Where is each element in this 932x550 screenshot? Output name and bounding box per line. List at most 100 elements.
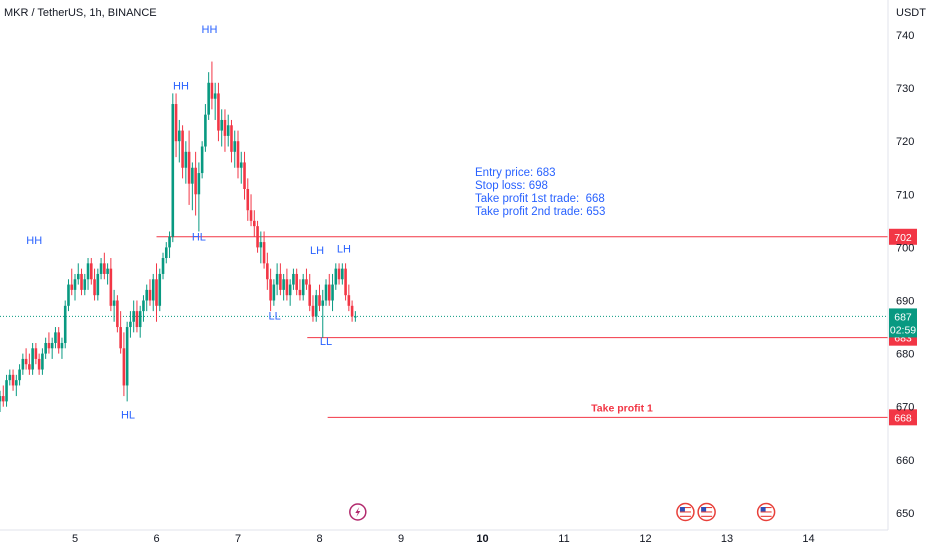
structure-label: HH — [26, 235, 42, 247]
candle-body — [318, 295, 321, 306]
candle-body — [236, 141, 240, 168]
time-tick-label: 10 — [476, 533, 488, 545]
candle-body — [350, 305, 354, 317]
time-tick-label: 5 — [72, 533, 78, 545]
candle-body — [223, 119, 227, 136]
structure-label: HH — [173, 81, 189, 93]
candle — [135, 300, 139, 333]
candle — [99, 258, 103, 280]
candle-body — [259, 242, 263, 248]
candle — [181, 125, 184, 179]
candle — [259, 231, 263, 264]
trade-note-tp1: Take profit 1st trade: 668 — [475, 193, 605, 205]
candle — [83, 273, 87, 296]
candle — [0, 390, 2, 413]
candle — [41, 348, 44, 375]
candle-body — [164, 247, 168, 259]
us-flag-icon[interactable] — [756, 502, 776, 522]
candle — [184, 141, 188, 184]
us-flag-stripe — [701, 511, 713, 513]
time-axis[interactable]: 5 6 7 8 9 10 11 12 13 14 — [0, 529, 888, 545]
candle — [187, 130, 191, 205]
candle — [305, 268, 308, 290]
candle — [318, 284, 321, 312]
candle — [256, 220, 259, 253]
candle-body — [256, 226, 259, 248]
candle-countdown-label: 02:59 — [890, 324, 916, 336]
candle-body — [54, 332, 57, 343]
candle — [86, 258, 90, 290]
candle-body — [295, 273, 298, 290]
candle — [285, 268, 289, 301]
candle-body — [305, 279, 308, 285]
candle — [204, 104, 207, 152]
candle — [76, 263, 80, 285]
candle-body — [122, 348, 126, 386]
level-price-label: 702 — [894, 232, 912, 244]
candle-body — [50, 342, 54, 349]
time-tick-label: 13 — [721, 533, 733, 545]
candle — [200, 141, 204, 179]
candle-body — [171, 104, 175, 237]
candle-body — [103, 263, 106, 274]
trade-note-entry: Entry price: 683 — [475, 167, 556, 179]
us-flag-stripe — [760, 515, 772, 517]
candle-body — [272, 284, 276, 301]
candle-body — [253, 220, 256, 227]
candle-body — [142, 300, 145, 312]
us-flag-icon[interactable] — [676, 502, 695, 522]
candle-body — [93, 279, 96, 296]
lightning-icon[interactable] — [349, 503, 367, 521]
current-price-label: 687 — [894, 311, 912, 323]
candle — [37, 353, 41, 375]
candle-body — [334, 268, 338, 285]
candle-body — [155, 279, 158, 306]
us-flag-icon[interactable] — [697, 502, 716, 522]
candle-body — [116, 300, 119, 328]
candle — [314, 289, 318, 322]
candle — [253, 210, 256, 237]
candle — [155, 263, 158, 322]
candle-body — [138, 311, 142, 328]
candle-body — [327, 284, 331, 301]
candle — [151, 273, 155, 312]
candle-body — [321, 300, 325, 306]
candle-body — [308, 284, 312, 306]
candle — [194, 151, 197, 216]
us-flag-stripe — [760, 513, 772, 515]
level-price-tag — [889, 228, 917, 245]
candle-body — [47, 342, 51, 349]
candle — [217, 82, 220, 142]
price-tick-label: 660 — [896, 455, 914, 467]
candle-body — [90, 263, 93, 280]
candle-body — [220, 119, 223, 131]
candle-body — [337, 268, 341, 280]
candle-body — [213, 93, 217, 99]
take-profit-label: Take profit 1 — [591, 402, 653, 414]
candle-body — [5, 380, 8, 402]
candle — [308, 273, 312, 312]
candle-body — [112, 300, 116, 306]
event-markers[interactable] — [349, 502, 776, 522]
structure-label: HL — [192, 231, 206, 243]
candle-body — [83, 279, 87, 290]
price-axis[interactable]: 650 660 670 680 690 700 710 720 730 740 — [887, 0, 914, 530]
time-tick-label: 14 — [802, 533, 814, 545]
candle-body — [99, 263, 103, 274]
trade-note: Entry price: 683 Stop loss: 698 Take pro… — [475, 167, 605, 218]
us-flag-stripe — [679, 515, 691, 517]
candle-body — [331, 284, 334, 301]
candle — [80, 268, 83, 296]
candle-body — [31, 348, 34, 370]
candle-body — [24, 358, 28, 365]
candle-body — [21, 358, 25, 370]
us-flag-stripe — [760, 511, 772, 513]
candle-body — [145, 289, 149, 301]
candle-body — [129, 321, 132, 328]
candle — [311, 295, 315, 322]
level-price-label: 668 — [894, 412, 912, 424]
candle — [109, 258, 113, 312]
